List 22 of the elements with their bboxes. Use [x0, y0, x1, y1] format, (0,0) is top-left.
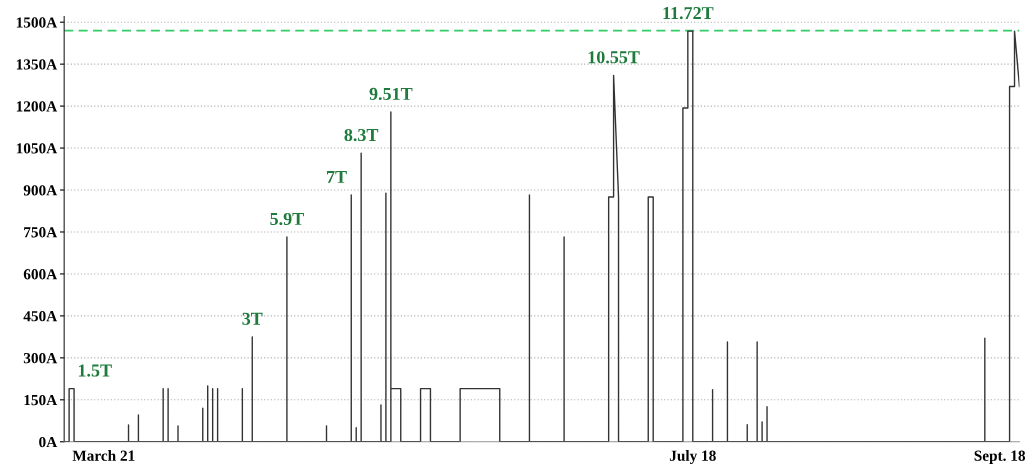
annotation: 9.51T: [369, 87, 413, 101]
annotation: 10.55T: [588, 51, 640, 64]
x-tick-label: March 21: [72, 450, 135, 461]
y-tick-label: 150A: [24, 394, 58, 406]
annotation: 7T: [327, 171, 347, 183]
y-tick-label: 750A: [24, 227, 58, 238]
y-tick-label: 450A: [23, 311, 58, 322]
y-tick-label: 1200A: [16, 101, 58, 112]
annotation: 1.5T: [78, 364, 112, 377]
y-tick-label: 900A: [23, 185, 58, 196]
x-tick-label: Sept. 18: [974, 450, 1026, 464]
annotation: 11.72T: [663, 7, 714, 20]
y-tick-label: 600A: [23, 269, 58, 280]
x-tick-label: July 18: [669, 450, 716, 464]
y-tick-label: 1050A: [16, 143, 58, 154]
y-tick-label: 1500A: [16, 17, 58, 28]
y-tick-label: 0A: [39, 436, 58, 448]
annotation: 3T: [242, 312, 263, 325]
y-tick-label: 1350A: [16, 59, 58, 70]
annotation: 5.9T: [270, 212, 304, 226]
y-tick-label: 300A: [23, 352, 58, 364]
annotation: 8.3T: [344, 128, 379, 142]
